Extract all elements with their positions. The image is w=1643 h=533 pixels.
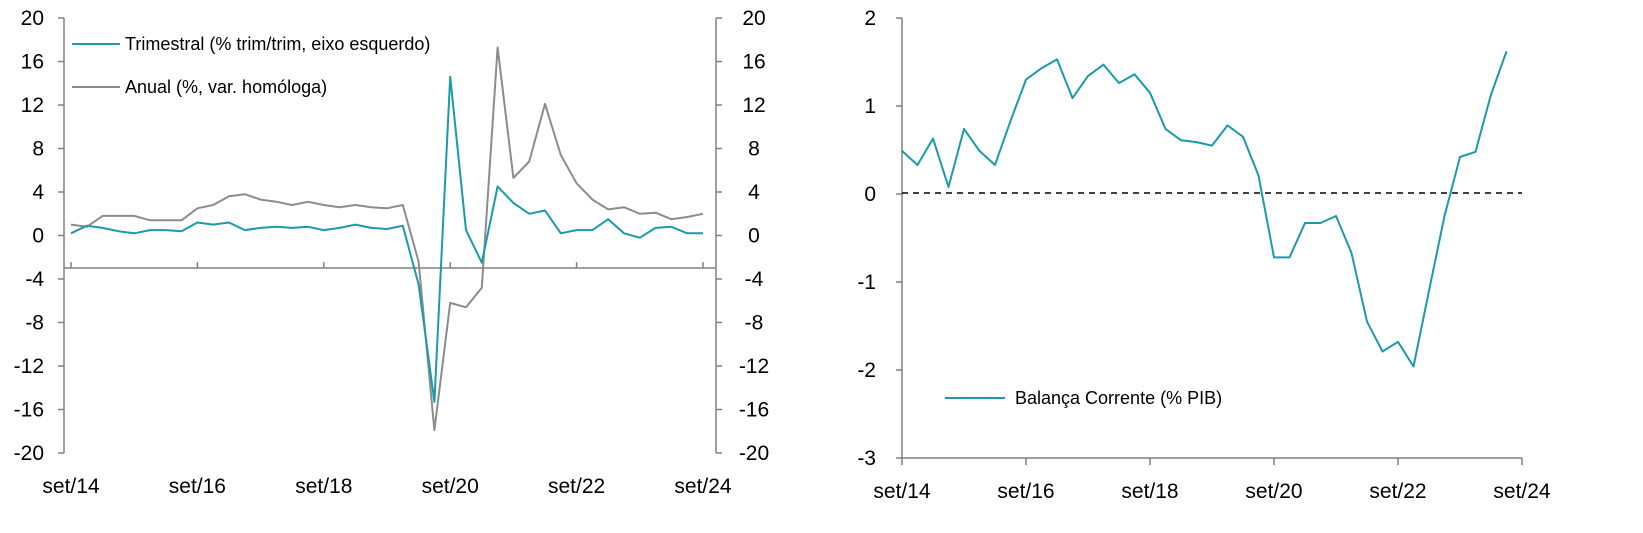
x-tick-label: set/14 [873,480,931,503]
y-tick-label: -20 [14,442,44,465]
x-tick-label: set/18 [295,475,352,498]
right-y-tick-label: 12 [742,94,765,117]
right-y-tick-label: -16 [739,399,769,422]
series-lines [901,51,1508,368]
y-tick-label: 8 [32,138,44,161]
right-y-tick-label: -20 [739,442,769,465]
y-tick-label: 2 [864,7,876,30]
right-y-tick-label: 20 [742,7,765,30]
x-tick-label: set/24 [674,475,732,498]
right-y-tick-label: -12 [739,355,769,378]
y-tick-label: 12 [21,94,44,117]
x-tick-label: set/22 [1369,480,1426,503]
right-y-tick-label: -8 [745,312,764,335]
legend: Trimestral (% trim/trim, eixo esquerdo) … [72,34,430,97]
right-y-tick-label: 4 [748,181,760,204]
y-tick-label: -8 [25,312,44,335]
right-y-tick-label: 0 [748,225,760,248]
legend: Balança Corrente (% PIB) [945,388,1222,408]
y-tick-label: 20 [21,7,44,30]
right-y-tick-label: 16 [742,51,765,74]
legend-label-balanca: Balança Corrente (% PIB) [1015,388,1222,408]
x-tick-label: set/24 [1493,480,1551,503]
y-tick-label: 0 [32,225,44,248]
current-account-chart: 2 1 0 -1 -2 -3 set/14 set/16 set/18 set/20 set/22… [857,7,1551,503]
y-tick-label: 1 [864,95,876,118]
y-ticks: 2 1 0 -1 -2 -3 [857,7,902,470]
y-tick-label: -4 [25,268,44,291]
right-y-tick-label: 8 [748,138,760,161]
x-tick-label: set/20 [1245,480,1302,503]
x-ticks: set/14 set/16 set/18 set/20 set/22 set/24 [42,262,732,498]
y-tick-label: -1 [857,271,876,294]
x-tick-label: set/16 [997,480,1054,503]
legend-label-trimestral: Trimestral (% trim/trim, eixo esquerdo) [125,34,430,54]
right-y-ticks: 20 16 12 8 4 0 -4 -8 -12 -16 -20 [716,7,769,465]
y-tick-label: -3 [857,447,876,470]
x-tick-label: set/16 [169,475,226,498]
y-tick-label: -16 [14,399,44,422]
gdp-growth-chart: 20 16 12 8 4 0 -4 -8 -12 -16 -20 20 16 12 8 4 0 -4 -8 -12 -… [14,7,770,498]
y-tick-label: 0 [864,183,876,206]
x-tick-label: set/14 [42,475,100,498]
y-tick-label: -2 [857,359,876,382]
series-line-anual [70,46,704,432]
legend-label-anual: Anual (%, var. homóloga) [125,77,327,97]
y-tick-label: -12 [14,355,44,378]
left-y-ticks: 20 16 12 8 4 0 -4 -8 -12 -16 -20 [14,7,64,465]
y-tick-label: 4 [32,181,44,204]
series-line-trimestral [70,75,703,403]
x-ticks: set/14 set/16 set/18 set/20 set/22 set/24 [873,458,1551,503]
y-tick-label: 16 [21,51,44,74]
right-y-tick-label: -4 [745,268,764,291]
series-lines [70,46,704,432]
series-line-balanca [901,51,1508,368]
x-tick-label: set/22 [548,475,605,498]
x-tick-label: set/18 [1121,480,1178,503]
x-tick-label: set/20 [422,475,479,498]
